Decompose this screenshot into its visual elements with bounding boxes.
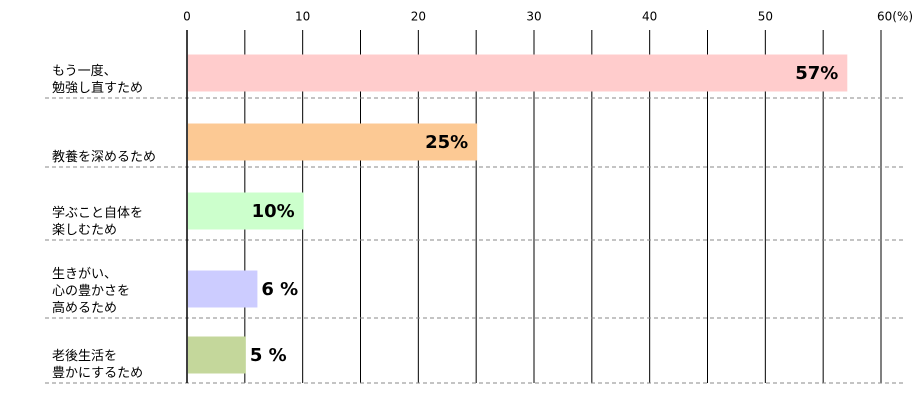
value-label: 10% [252, 201, 295, 222]
x-tick-label: 60(%) [877, 10, 913, 24]
category-label: もう一度、勉強し直すため [52, 63, 143, 96]
category-label: 老後生活を豊かにするため [52, 349, 143, 381]
x-tick-label: 20 [411, 10, 426, 24]
category-label: 教養を深めるため [52, 149, 156, 165]
value-label: 5 % [250, 345, 287, 366]
category-label: 学ぶこと自体を楽しむため [52, 205, 143, 238]
value-label: 6 % [261, 279, 298, 300]
bar [188, 270, 258, 308]
x-tick-label: 40 [642, 10, 657, 24]
bar [188, 54, 848, 92]
x-tick-label: 50 [758, 10, 773, 24]
x-tick-label: 0 [183, 10, 191, 24]
bar [188, 123, 478, 161]
x-tick-label: 30 [526, 10, 541, 24]
category-label: 生きがい、心の豊かさを高めるため [52, 267, 130, 316]
bar [188, 192, 304, 230]
value-label: 57% [795, 63, 838, 84]
x-tick-label: 10 [295, 10, 310, 24]
bar [188, 336, 246, 374]
value-label: 25% [425, 132, 468, 153]
